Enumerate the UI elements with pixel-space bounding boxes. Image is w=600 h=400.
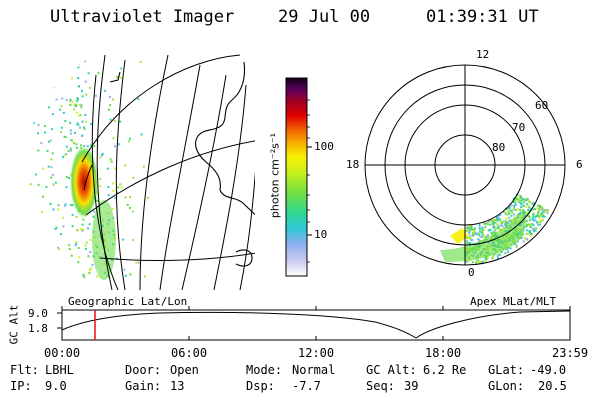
instrument-title: Ultraviolet Imager <box>50 7 235 27</box>
flt-value: LBHL <box>45 363 74 377</box>
glon-value: 20.5 <box>538 379 567 393</box>
colorbar-tick-10: 10 <box>314 228 328 241</box>
mlat-label-60: 60 <box>535 99 549 112</box>
auroral-emission-polar <box>440 193 549 264</box>
ip-value: 9.0 <box>45 379 67 393</box>
mode-label: Mode: <box>246 363 283 377</box>
geographic-panel <box>29 54 255 290</box>
door-label: Door: <box>125 363 162 377</box>
colorbar-strip <box>285 77 308 277</box>
meridian-lines <box>91 54 255 290</box>
seq-value: 39 <box>404 379 419 393</box>
mlt-label-6: 6 <box>576 158 583 171</box>
mlt-label-12: 12 <box>476 48 490 61</box>
xtick-06: 06:00 <box>171 346 208 360</box>
glon-label: GLon: <box>488 379 525 393</box>
door-value: Open <box>170 363 199 377</box>
mlat-label-70: 70 <box>512 121 526 134</box>
seq-label: Seq: <box>366 379 395 393</box>
dsp-value: -7.7 <box>292 379 321 393</box>
altitude-ytick-1-8: 1.8 <box>28 322 48 335</box>
mlat-label-80: 80 <box>492 141 506 154</box>
mlt-label-0: 0 <box>468 266 475 279</box>
colorbar-tick-100: 100 <box>314 140 334 153</box>
ip-label: IP: <box>10 379 32 393</box>
gcalt-value: 6.2 Re <box>423 363 467 377</box>
altitude-ytick-9: 9.0 <box>28 307 48 320</box>
auroral-hotspot <box>70 146 98 218</box>
gain-value: 13 <box>170 379 185 393</box>
dsp-label: Dsp: <box>246 379 275 393</box>
xtick-18: 18:00 <box>425 346 462 360</box>
orbit-altitude-curve <box>61 310 571 339</box>
gain-label: Gain: <box>125 379 162 393</box>
altitude-plot <box>57 306 571 341</box>
colorbar-label: photon cm⁻²s⁻¹ <box>268 132 282 219</box>
flt-label: Flt: <box>10 363 39 377</box>
xtick-12: 12:00 <box>298 346 335 360</box>
coastline <box>83 61 255 267</box>
glat-label: GLat: <box>488 363 525 377</box>
gcalt-label: GC Alt: <box>366 363 417 377</box>
date-label: 29 Jul 00 <box>278 7 371 27</box>
xtick-2359: 23:59 <box>552 346 589 360</box>
colorbar <box>285 77 312 277</box>
glat-value: -49.0 <box>530 363 567 377</box>
polar-caption: Apex MLat/MLT <box>470 295 557 308</box>
xtick-00: 00:00 <box>44 346 81 360</box>
mlt-label-18: 18 <box>346 158 360 171</box>
polar-panel <box>364 64 566 266</box>
geo-caption: Geographic Lat/Lon <box>68 295 188 308</box>
mode-value: Normal <box>292 363 336 377</box>
time-label: 01:39:31 UT <box>426 7 539 27</box>
altitude-ylabel: GC Alt <box>7 304 21 345</box>
latitude-lines <box>81 54 255 261</box>
